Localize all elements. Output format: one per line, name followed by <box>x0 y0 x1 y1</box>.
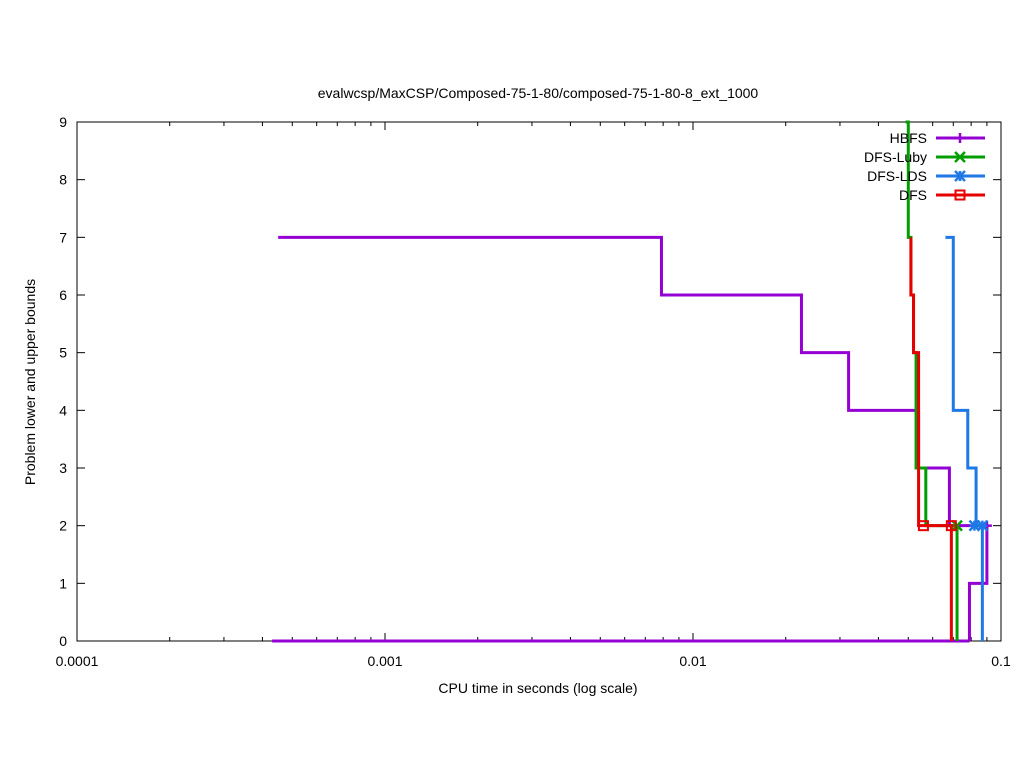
legend-item-dfs: DFS <box>899 187 985 203</box>
legend-marker <box>954 151 966 163</box>
series-dfs <box>909 237 957 641</box>
data-point <box>945 520 957 532</box>
x-tick-label: 0.1 <box>991 653 1011 669</box>
upper-bound-line <box>278 235 989 641</box>
legend-label: DFS-Luby <box>864 149 927 165</box>
x-tick-label: 0.0001 <box>56 653 99 669</box>
y-tick-label: 6 <box>59 287 67 303</box>
legend-marker <box>954 189 966 201</box>
y-tick-label: 2 <box>59 518 67 534</box>
y-tick-label: 7 <box>59 229 67 245</box>
legend-marker <box>955 133 965 143</box>
y-tick-label: 4 <box>59 402 67 418</box>
series-hbfs <box>272 235 992 643</box>
y-tick-label: 3 <box>59 460 67 476</box>
legend-item-dfs-luby: DFS-Luby <box>864 149 985 165</box>
upper-bound-line <box>945 235 983 528</box>
x-tick-label: 0.01 <box>679 653 706 669</box>
y-tick-label: 0 <box>59 633 67 649</box>
legend-item-hbfs: HBFS <box>890 130 985 146</box>
data-point <box>951 519 963 532</box>
legend: HBFS DFS-Luby DFS-LDS DFS <box>864 130 985 203</box>
x-axis-label: CPU time in seconds (log scale) <box>438 680 637 696</box>
plot-frame <box>76 121 1002 642</box>
y-tick-label: 9 <box>59 114 67 130</box>
legend-label: HBFS <box>890 130 927 146</box>
chart-title: evalwcsp/MaxCSP/Composed-75-1-80/compose… <box>318 85 759 101</box>
y-tick-label: 5 <box>59 345 67 361</box>
data-point <box>917 520 929 532</box>
y-tick-label: 8 <box>59 172 67 188</box>
legend-label: DFS <box>899 187 927 203</box>
axis-ticks: 0 1 2 3 4 5 6 7 8 9 0.0001 0.001 0.01 0.1 <box>56 114 1011 669</box>
data-point <box>976 519 989 532</box>
legend-label: DFS-LDS <box>867 168 927 184</box>
upper-bound-line <box>909 237 954 528</box>
legend-marker <box>954 170 966 182</box>
series-dfs-lds <box>945 235 989 641</box>
y-tick-label: 1 <box>59 575 67 591</box>
x-tick-label: 0.001 <box>367 653 402 669</box>
legend-item-dfs-lds: DFS-LDS <box>867 168 985 184</box>
y-axis-label: Problem lower and upper bounds <box>22 279 38 485</box>
series-layer <box>272 120 992 643</box>
